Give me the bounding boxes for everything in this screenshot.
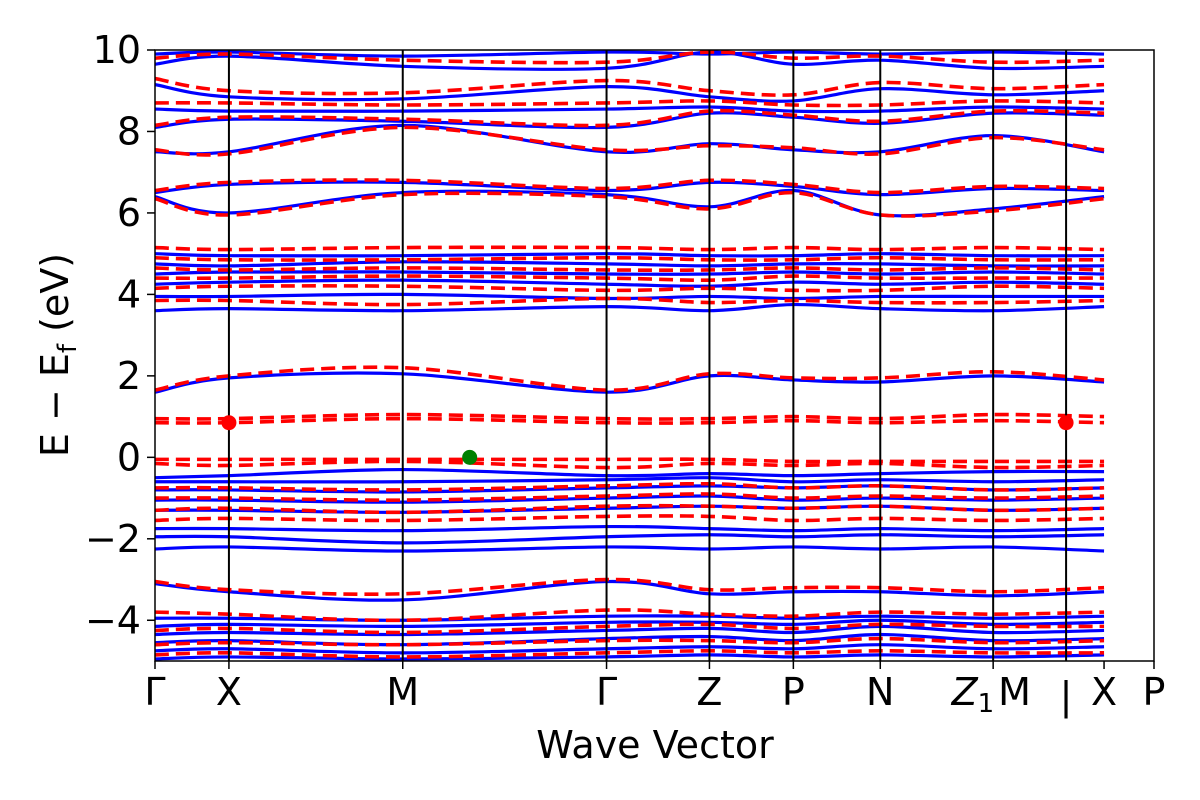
spin-down-band-7 [155, 492, 1105, 502]
spin-down-band-1 [155, 636, 1105, 647]
spin-up-band-23 [155, 180, 1105, 197]
spin-up-band-3 [155, 624, 1105, 637]
spin-down-band-10 [155, 457, 1105, 464]
spin-up-band-4 [155, 618, 1105, 629]
marker-0 [221, 415, 237, 431]
spin-up-band-17 [155, 292, 1105, 301]
spin-down-band-12 [155, 412, 1105, 421]
spin-up-band-11 [155, 494, 1105, 504]
x-tick-label: M [998, 670, 1031, 714]
spin-up-band-19 [155, 270, 1105, 276]
spin-down-band-8 [155, 481, 1105, 492]
spin-down-band-13 [155, 365, 1105, 392]
x-tick-label: | [1060, 674, 1073, 719]
x-tick-label: X [1091, 670, 1117, 714]
spin-down-band-19 [155, 245, 1105, 252]
x-tick-label: N [866, 670, 894, 714]
x-ticks: Γ X M Γ Z P N Z1 M | X P [144, 661, 1165, 719]
x-tick-label: Γ [144, 670, 165, 714]
x-tick-label: M [386, 670, 419, 714]
spin-up-band-29 [155, 50, 1105, 58]
spin-down-band-15 [155, 284, 1105, 293]
spin-down-band-17 [155, 266, 1105, 273]
spin-up-band-18 [155, 278, 1105, 288]
spin-down-band-16 [155, 274, 1105, 282]
y-axis-label: E − Ef (eV) [33, 253, 83, 457]
marker-2 [462, 449, 478, 465]
spin-up-band-24 [155, 123, 1105, 156]
spin-down-band-22 [155, 125, 1105, 157]
spin-down-band-26 [155, 50, 1105, 65]
markers-layer [221, 415, 1074, 465]
y-axis-label-main: E − E [33, 353, 77, 457]
y-tick-label: −2 [85, 517, 141, 561]
spin-up-band-6 [155, 579, 1105, 602]
spin-up-band-13 [155, 476, 1105, 484]
spin-down-band-3 [155, 608, 1105, 623]
spin-up-band-7 [155, 545, 1105, 553]
spin-up-band-5 [155, 614, 1105, 622]
spin-up-band-14 [155, 467, 1105, 480]
spin-up-band-27 [155, 83, 1105, 103]
x-tick-label: X [216, 670, 242, 714]
spin-up-band-16 [155, 302, 1105, 313]
spin-up-band-8 [155, 533, 1105, 545]
spin-up-band-0 [155, 653, 1105, 661]
x-tick-label: P [782, 670, 805, 714]
x-tick-label: Z [696, 670, 722, 714]
spin-down-band-5 [155, 514, 1105, 523]
spin-up-band-25 [155, 111, 1105, 130]
x-tick-label: Z1 [951, 670, 995, 719]
spin-down-band-9 [155, 459, 1105, 470]
x-axis-label: Wave Vector [536, 723, 774, 767]
spin-down-band-24 [155, 99, 1105, 108]
spin-down-band-18 [155, 255, 1105, 262]
y-axis-label-sub: f [53, 343, 83, 353]
bands-layer [155, 50, 1105, 661]
spin-down-band-23 [155, 108, 1105, 128]
y-tick-label: −4 [85, 598, 141, 642]
kpoint-divider-lines [227, 50, 1068, 661]
spin-up-band-22 [155, 188, 1105, 218]
y-ticks: 10 8 6 4 2 0 −2 −4 [85, 28, 155, 642]
y-tick-label: 8 [117, 109, 141, 153]
spin-down-band-25 [155, 76, 1105, 97]
y-tick-label: 4 [117, 272, 141, 316]
spin-down-band-4 [155, 577, 1105, 597]
y-tick-label: 2 [117, 354, 141, 398]
y-axis-label-unit: (eV) [33, 253, 77, 344]
spin-up-band-9 [155, 524, 1105, 533]
spin-down-band-11 [155, 416, 1105, 425]
x-tick-label: Γ [596, 670, 617, 714]
spin-up-band-26 [155, 105, 1105, 114]
spin-down-band-0 [155, 649, 1105, 659]
spin-down-band-2 [155, 622, 1105, 635]
spin-down-band-20 [155, 190, 1105, 218]
spin-up-band-1 [155, 643, 1105, 655]
spin-down-band-6 [155, 503, 1105, 515]
spin-down-band-14 [155, 296, 1105, 307]
marker-1 [1058, 415, 1074, 431]
spin-up-band-15 [155, 371, 1105, 394]
y-tick-label: 0 [117, 435, 141, 479]
x-tick-label: P [1143, 670, 1166, 714]
spin-down-band-21 [155, 178, 1105, 195]
y-tick-label: 6 [117, 191, 141, 235]
spin-up-band-21 [155, 252, 1105, 258]
spin-up-band-20 [155, 260, 1105, 268]
plot-frame [154, 49, 1155, 662]
y-tick-label: 10 [93, 28, 141, 72]
